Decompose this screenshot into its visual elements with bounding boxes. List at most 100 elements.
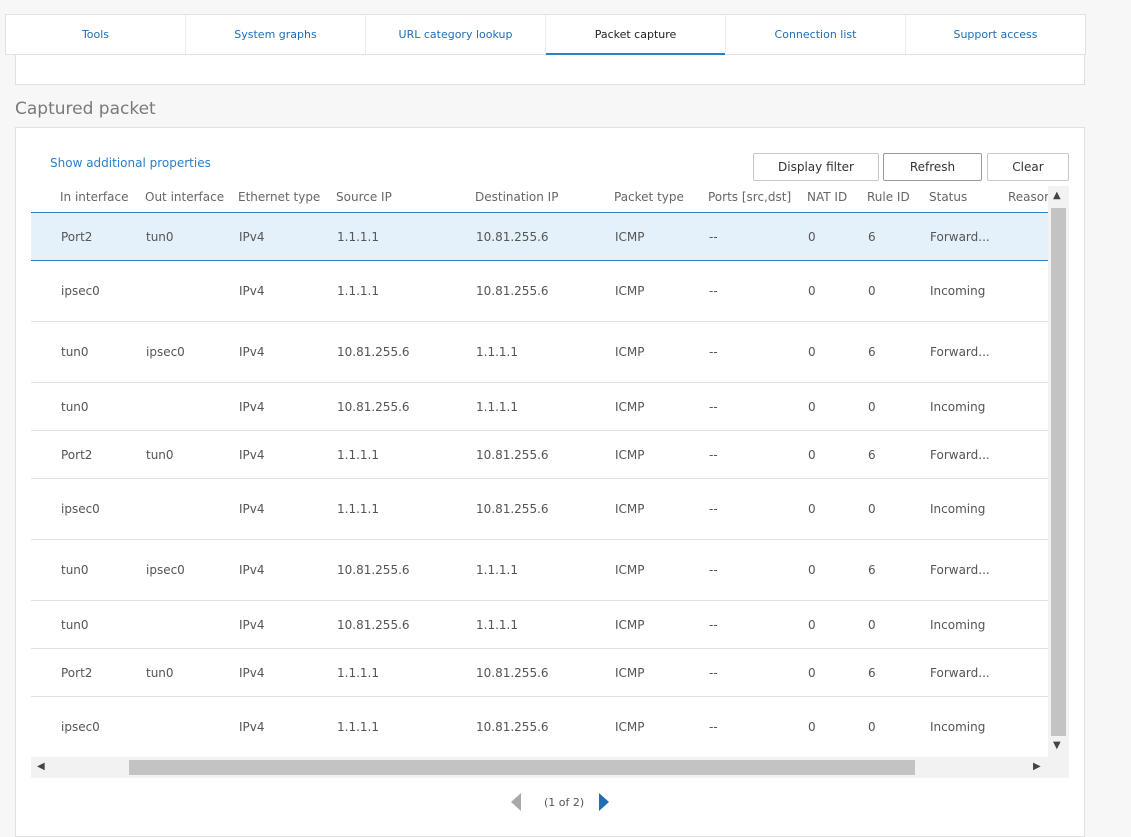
cell-ethernet-type: IPv4 bbox=[239, 399, 265, 414]
cell-ethernet-type: IPv4 bbox=[239, 345, 265, 359]
tab-system-graphs[interactable]: System graphs bbox=[186, 15, 366, 54]
cell-in-interface: tun0 bbox=[61, 563, 89, 577]
next-page-icon[interactable] bbox=[598, 793, 610, 811]
cell-packet-type: ICMP bbox=[615, 617, 645, 632]
table-row[interactable]: tun0 ipsec0 IPv4 10.81.255.6 1.1.1.1 ICMP -- 0 6… bbox=[31, 540, 1048, 601]
column-header-packet-type[interactable]: Packet type bbox=[614, 190, 684, 204]
cell-ethernet-type: IPv4 bbox=[239, 229, 265, 244]
table-body: Port2 tun0 IPv4 1.1.1.1 10.81.255.6 ICMP -- 0 6 F… bbox=[31, 213, 1048, 757]
cell-in-interface: tun0 bbox=[61, 399, 89, 414]
scroll-left-icon[interactable]: ◀ bbox=[37, 761, 45, 772]
cell-destination-ip: 10.81.255.6 bbox=[476, 447, 549, 462]
tab-connection-list[interactable]: Connection list bbox=[726, 15, 906, 54]
cell-status: Incoming bbox=[930, 502, 986, 516]
cell-ethernet-type: IPv4 bbox=[239, 563, 265, 577]
table-row[interactable]: tun0 ipsec0 IPv4 10.81.255.6 1.1.1.1 ICMP -- 0 6… bbox=[31, 322, 1048, 383]
previous-page-icon[interactable] bbox=[510, 793, 522, 811]
column-header-ethernet-type[interactable]: Ethernet type bbox=[238, 190, 321, 204]
cell-nat-id: 0 bbox=[808, 617, 816, 632]
cell-source-ip: 1.1.1.1 bbox=[337, 284, 379, 298]
tab-support-access[interactable]: Support access bbox=[953, 28, 1038, 41]
cell-status: Incoming bbox=[930, 284, 986, 298]
column-header-nat-id[interactable]: NAT ID bbox=[807, 190, 848, 204]
cell-out-interface: tun0 bbox=[146, 665, 174, 680]
cell-out-interface: ipsec0 bbox=[146, 345, 185, 359]
cell-packet-type: ICMP bbox=[615, 720, 645, 734]
scroll-right-icon[interactable]: ▶ bbox=[1033, 761, 1041, 772]
cell-rule-id: 6 bbox=[868, 229, 876, 244]
cell-status: Incoming bbox=[930, 399, 986, 414]
show-additional-properties-link[interactable]: Show additional properties bbox=[50, 156, 211, 170]
cell-packet-type: ICMP bbox=[615, 502, 645, 516]
table-row[interactable]: ipsec0 IPv4 1.1.1.1 10.81.255.6 ICMP -- 0 0 Inco… bbox=[31, 697, 1048, 757]
cell-packet-type: ICMP bbox=[615, 399, 645, 414]
horizontal-scroll-thumb[interactable] bbox=[129, 760, 915, 775]
cell-ports: -- bbox=[709, 447, 718, 462]
cell-rule-id: 6 bbox=[868, 447, 876, 462]
pagination: (1 of 2) bbox=[510, 791, 610, 813]
cell-nat-id: 0 bbox=[808, 229, 816, 244]
vertical-scrollbar[interactable]: ▲ ▼ bbox=[1048, 186, 1069, 757]
column-header-in-interface[interactable]: In interface bbox=[60, 190, 129, 204]
column-header-ports[interactable]: Ports [src,dst] bbox=[708, 190, 792, 204]
cell-status: Forward... bbox=[930, 345, 990, 359]
cell-rule-id: 0 bbox=[868, 720, 876, 734]
cell-source-ip: 10.81.255.6 bbox=[337, 399, 410, 414]
cell-ethernet-type: IPv4 bbox=[239, 284, 265, 298]
cell-destination-ip: 1.1.1.1 bbox=[476, 563, 518, 577]
cell-destination-ip: 10.81.255.6 bbox=[476, 284, 549, 298]
cell-status: Forward... bbox=[930, 665, 990, 680]
column-header-rule-id[interactable]: Rule ID bbox=[867, 190, 910, 204]
column-header-source-ip[interactable]: Source IP bbox=[336, 190, 392, 204]
table-row[interactable]: ipsec0 IPv4 1.1.1.1 10.81.255.6 ICMP -- 0 0 Inco… bbox=[31, 479, 1048, 540]
table-row[interactable]: Port2 tun0 IPv4 1.1.1.1 10.81.255.6 ICMP -- 0 6 F… bbox=[31, 213, 1048, 261]
page-indicator: (1 of 2) bbox=[544, 795, 585, 809]
cell-rule-id: 0 bbox=[868, 617, 876, 632]
cell-source-ip: 1.1.1.1 bbox=[337, 447, 379, 462]
cell-destination-ip: 1.1.1.1 bbox=[476, 345, 518, 359]
cell-ports: -- bbox=[709, 399, 718, 414]
cell-status: Forward... bbox=[930, 563, 990, 577]
cell-out-interface: tun0 bbox=[146, 447, 174, 462]
refresh-button[interactable]: Refresh bbox=[883, 153, 982, 181]
cell-in-interface: tun0 bbox=[61, 617, 89, 632]
column-header-destination-ip[interactable]: Destination IP bbox=[475, 190, 559, 204]
column-header-out-interface[interactable]: Out interface bbox=[145, 190, 225, 204]
tab-url-category-lookup[interactable]: URL category lookup bbox=[366, 15, 546, 54]
cell-in-interface: Port2 bbox=[61, 229, 93, 244]
cell-destination-ip: 10.81.255.6 bbox=[476, 665, 549, 680]
cell-packet-type: ICMP bbox=[615, 447, 645, 462]
scroll-up-icon[interactable]: ▲ bbox=[1053, 190, 1061, 201]
cell-ethernet-type: IPv4 bbox=[239, 720, 265, 734]
vertical-scroll-thumb[interactable] bbox=[1051, 208, 1066, 736]
table-row[interactable]: tun0 IPv4 10.81.255.6 1.1.1.1 ICMP -- 0 0 Incomi… bbox=[31, 383, 1048, 431]
table-row[interactable]: Port2 tun0 IPv4 1.1.1.1 10.81.255.6 ICMP -- 0 6 F… bbox=[31, 649, 1048, 697]
cell-rule-id: 0 bbox=[868, 502, 876, 516]
cell-ports: -- bbox=[709, 665, 718, 680]
cell-source-ip: 10.81.255.6 bbox=[337, 345, 410, 359]
scroll-down-icon[interactable]: ▼ bbox=[1053, 740, 1061, 751]
column-header-status[interactable]: Status bbox=[929, 190, 968, 204]
table-row[interactable]: Port2 tun0 IPv4 1.1.1.1 10.81.255.6 ICMP -- 0 6 F… bbox=[31, 431, 1048, 479]
cell-nat-id: 0 bbox=[808, 345, 816, 359]
cell-destination-ip: 10.81.255.6 bbox=[476, 229, 549, 244]
cell-in-interface: tun0 bbox=[61, 345, 89, 359]
table-row[interactable]: tun0 IPv4 10.81.255.6 1.1.1.1 ICMP -- 0 0 Incomi… bbox=[31, 601, 1048, 649]
cell-nat-id: 0 bbox=[808, 284, 816, 298]
table-row[interactable]: ipsec0 IPv4 1.1.1.1 10.81.255.6 ICMP -- 0 0 Inco… bbox=[31, 261, 1048, 322]
tab-packet-capture[interactable]: Packet capture bbox=[546, 15, 726, 55]
cell-nat-id: 0 bbox=[808, 447, 816, 462]
tab-tools[interactable]: Tools bbox=[6, 15, 186, 54]
cell-ethernet-type: IPv4 bbox=[239, 502, 265, 516]
cell-source-ip: 1.1.1.1 bbox=[337, 665, 379, 680]
packet-table: In interface Out interface Ethernet type So… bbox=[31, 185, 1048, 757]
cell-destination-ip: 10.81.255.6 bbox=[476, 720, 549, 734]
cell-packet-type: ICMP bbox=[615, 284, 645, 298]
horizontal-scrollbar[interactable]: ◀ ▶ bbox=[31, 757, 1069, 778]
cell-packet-type: ICMP bbox=[615, 563, 645, 577]
cell-source-ip: 1.1.1.1 bbox=[337, 229, 379, 244]
display-filter-button[interactable]: Display filter bbox=[753, 153, 879, 181]
table-header: In interface Out interface Ethernet type So… bbox=[31, 185, 1048, 213]
clear-button[interactable]: Clear bbox=[987, 153, 1069, 181]
column-header-reason[interactable]: Reason bbox=[1008, 190, 1048, 204]
